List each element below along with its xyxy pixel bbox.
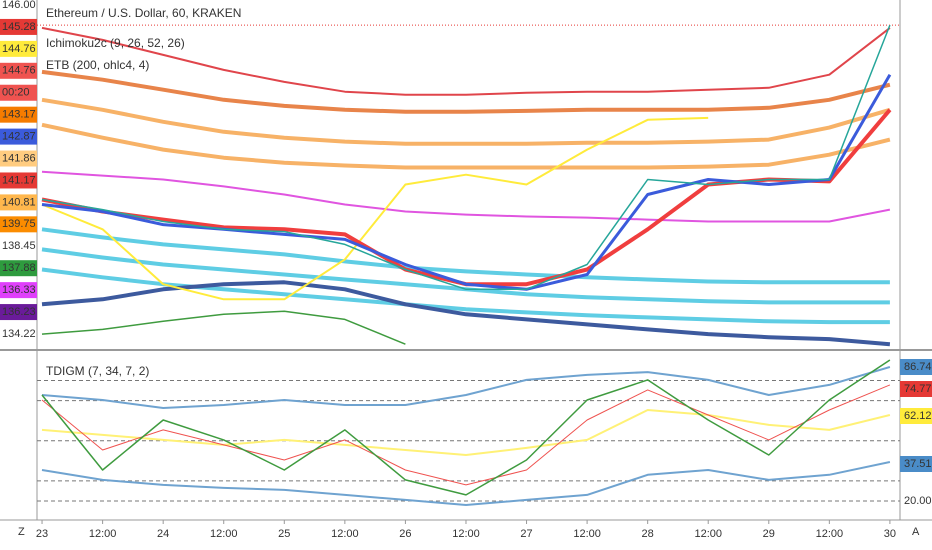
scale-label: 74.77 (904, 383, 932, 395)
price-badge (0, 84, 37, 101)
price-badge (0, 18, 37, 35)
scale-label: 141.86 (2, 152, 36, 164)
series-line (41, 69, 891, 114)
price-badge (0, 40, 37, 57)
series-line (41, 26, 891, 96)
price-badge (900, 456, 932, 472)
price-badge (0, 128, 37, 145)
scale-label: 20.00 (904, 495, 932, 507)
series-line (41, 116, 709, 301)
scale-label: 145.28 (2, 21, 36, 33)
scale-label: 143.17 (2, 109, 36, 121)
series-line (41, 97, 891, 146)
series-line (41, 310, 406, 345)
price-badge (0, 172, 37, 189)
x-tick-label: 28 (642, 528, 654, 540)
scale-label: 144.76 (2, 65, 36, 77)
x-tick-label: 30 (884, 528, 896, 540)
x-tick-label: 12:00 (89, 528, 117, 540)
scale-label: 138.45 (2, 240, 36, 252)
scale-label: 136.33 (2, 284, 36, 296)
scale-label: 136.23 (2, 306, 36, 318)
price-badge (900, 408, 932, 424)
corner-button[interactable]: A (912, 526, 920, 538)
scale-label: 00:20 (2, 87, 30, 99)
chart-title: Ethereum / U.S. Dollar, 60, KRAKEN (46, 6, 241, 20)
x-tick-label: 12:00 (210, 528, 238, 540)
x-tick-label: 29 (763, 528, 775, 540)
series-line (41, 122, 891, 170)
scale-label: 137.88 (2, 262, 36, 274)
series-line (41, 366, 891, 409)
study-label[interactable]: Ichimoku2c (9, 26, 52, 26) (46, 36, 185, 50)
corner-button[interactable]: Z (18, 526, 25, 538)
price-badge (0, 194, 37, 211)
price-badge (0, 150, 37, 167)
x-tick-label: 24 (157, 528, 169, 540)
x-tick-label: 12:00 (694, 528, 722, 540)
x-tick-label: 26 (399, 528, 411, 540)
scale-label: 144.76 (2, 43, 36, 55)
price-pane (37, 24, 900, 347)
x-tick-label: 23 (36, 528, 48, 540)
series-line (41, 280, 891, 347)
scale-label: 86.74 (904, 361, 932, 373)
x-tick-label: 12:00 (331, 528, 359, 540)
series-line (41, 359, 891, 496)
price-badge (0, 106, 37, 123)
series-line (41, 384, 891, 486)
study-label[interactable]: ETB (200, ohlc4, 4) (46, 58, 149, 72)
scale-label: 141.17 (2, 174, 36, 186)
indicator-pane (37, 359, 900, 506)
price-badge (900, 381, 932, 397)
price-badge (0, 282, 37, 299)
series-line (41, 409, 891, 456)
indicator-title[interactable]: TDIGM (7, 34, 7, 2) (46, 364, 149, 378)
price-badge (0, 216, 37, 233)
price-badge (900, 359, 932, 375)
series-line (41, 170, 891, 223)
price-badge (0, 260, 37, 277)
x-tick-label: 27 (520, 528, 532, 540)
x-tick-label: 12:00 (573, 528, 601, 540)
scale-label: 134.22 (2, 328, 36, 340)
series-line (41, 227, 890, 285)
scale-label: 140.81 (2, 196, 36, 208)
scale-label: 62.12 (904, 410, 932, 422)
scale-label: 146.00 (2, 0, 36, 11)
series-line (41, 461, 891, 506)
scale-label: 142.87 (2, 131, 36, 143)
x-tick-label: 12:00 (452, 528, 480, 540)
price-badge (0, 304, 37, 321)
series-line (41, 73, 892, 291)
x-tick-label: 12:00 (816, 528, 844, 540)
scale-label: 139.75 (2, 218, 36, 230)
price-badge (0, 62, 37, 79)
series-line (41, 24, 891, 291)
scale-label: 37.51 (904, 458, 932, 470)
x-tick-label: 25 (278, 528, 290, 540)
